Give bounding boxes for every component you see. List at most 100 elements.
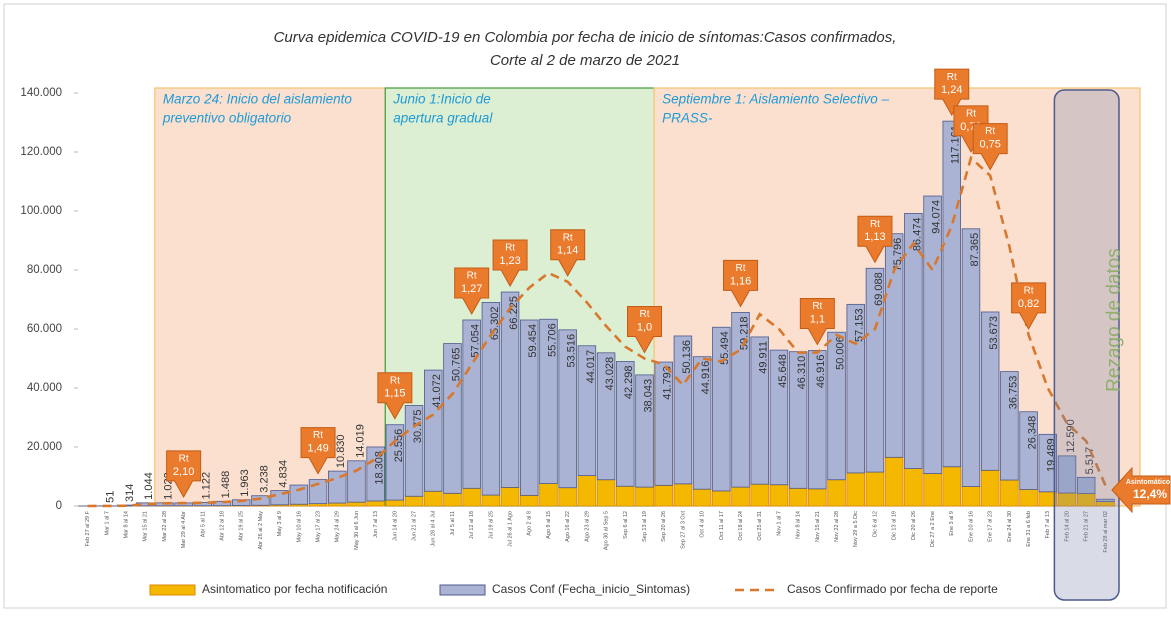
bar-value-label: 41.072: [431, 374, 443, 408]
bar-value-label: 59.454: [527, 324, 539, 358]
x-tick-label: Dic 20 al 26: [911, 511, 917, 540]
y-tick-label: 40.000: [27, 382, 62, 394]
bar-segment: [943, 121, 961, 467]
bar-value-label: 1.122: [201, 472, 213, 500]
x-tick-label: Mar 1 al 7: [104, 511, 110, 535]
x-tick-label: Abr 19 al 25: [239, 511, 245, 541]
bar-segment: [962, 229, 980, 487]
x-tick-label: Oct 18 al 24: [738, 511, 744, 541]
lag-label: Rezago de datos: [1104, 248, 1125, 392]
bar-segment: [712, 491, 730, 506]
bar-value-label: 10.830: [335, 434, 347, 468]
chart-subtitle: Corte al 2 de marzo de 2021: [490, 52, 680, 69]
bar-segment: [905, 469, 923, 506]
x-tick-label: Dic 27 a 2 Ene: [930, 511, 936, 547]
rt-value: 1,14: [557, 245, 578, 257]
phase-label: Septiembre 1: Aislamiento Selectivo –: [662, 92, 889, 107]
rt-label: Rt: [736, 263, 746, 274]
x-tick-label: Jul 12 al 18: [469, 511, 475, 539]
x-tick-label: Feb 7 al 13: [1045, 511, 1051, 539]
x-tick-label: Oct 4 al 10: [700, 511, 706, 538]
bar-value-label: 38.043: [642, 379, 654, 413]
x-tick-label: Abr 5 al 11: [200, 511, 206, 537]
x-tick-label: Ene 31 a 6 feb: [1026, 511, 1032, 547]
phase-region: [155, 88, 385, 506]
bar-value-label: 44.916: [700, 361, 712, 395]
x-tick-label: Mar 15 al 21: [143, 511, 149, 542]
x-tick-label: Ene 24 al 30: [1007, 511, 1013, 542]
bar-segment: [367, 501, 385, 506]
bar-segment: [962, 487, 980, 506]
bar-value-label: 14.019: [354, 424, 366, 458]
y-tick-label: 80.000: [27, 264, 62, 276]
x-tick-label: Jun 14 al 20: [392, 511, 398, 541]
rt-value: 1,24: [941, 84, 962, 96]
x-tick-label: May 3 al 9: [277, 511, 283, 536]
x-tick-label: May 30 al 6 Jun: [354, 511, 360, 550]
bar-segment: [482, 495, 500, 506]
x-tick-label: Oct 11 al 17: [719, 511, 725, 540]
x-tick-label: Jul 5 al 11: [450, 511, 456, 536]
legend-label: Asintomatico por fecha notificación: [202, 582, 387, 596]
bar-segment: [943, 467, 961, 506]
x-tick-label: Jun 7 al 13: [373, 511, 379, 538]
x-tick-label: Ago 30 al Sep 5: [604, 511, 610, 550]
bar-segment: [386, 500, 404, 506]
bar-segment: [924, 474, 942, 506]
rt-label: Rt: [812, 301, 822, 312]
bar-segment: [424, 491, 442, 506]
phase-label: Marzo 24: Inicio del aislamiento: [163, 92, 353, 107]
rt-label: Rt: [563, 232, 573, 243]
bar-value-label: 46.310: [796, 356, 808, 390]
rt-label: Rt: [947, 72, 957, 83]
y-tick-label: 0: [56, 500, 62, 512]
phase-label: apertura gradual: [393, 111, 493, 126]
bar-segment: [674, 484, 692, 506]
x-tick-label: Nov 8 al 14: [796, 511, 802, 539]
rt-label: Rt: [313, 430, 323, 441]
y-tick-label: 20.000: [27, 441, 62, 453]
bar-value-label: 50.136: [681, 340, 693, 374]
bar-segment: [348, 502, 366, 506]
x-tick-label: Nov 1 al 7: [776, 511, 782, 536]
bar-value-label: 45.648: [777, 354, 789, 388]
rt-value: 1,1: [810, 313, 825, 325]
x-tick-label: Jun 21 al 27: [412, 511, 418, 541]
y-tick-label: 100.000: [20, 205, 62, 217]
bar-value-label: 44.017: [585, 350, 597, 384]
phase-label: Junio 1:Inicio de: [392, 92, 491, 107]
bar-value-label: 3.238: [258, 465, 270, 493]
rt-value: 0,82: [1018, 298, 1039, 310]
bar-value-label: 87.365: [969, 233, 981, 267]
rt-value: 1,13: [864, 231, 885, 243]
rt-label: Rt: [179, 454, 189, 465]
x-tick-label: Oct 25 al 31: [757, 511, 763, 541]
asymptomatic-value: 12,4%: [1133, 487, 1167, 501]
y-tick-label: 120.000: [20, 146, 62, 158]
bar-segment: [597, 480, 615, 506]
bar-value-label: 314: [124, 484, 136, 502]
y-tick-label: 60.000: [27, 323, 62, 335]
bar-segment: [809, 489, 827, 506]
bar-segment: [348, 461, 366, 502]
legend-label: Casos Confirmado por fecha de reporte: [787, 582, 998, 596]
bar-segment: [885, 457, 903, 506]
legend-swatch: [150, 585, 195, 595]
x-tick-label: Mar 29 al 4 Abr: [181, 511, 187, 548]
bar-segment: [847, 473, 865, 506]
x-tick-label: Sep 6 al 12: [623, 511, 629, 539]
rt-value: 1,16: [730, 275, 751, 287]
x-tick-label: Sep 13 al 19: [642, 511, 648, 542]
rt-label: Rt: [985, 126, 995, 137]
bar-segment: [444, 493, 462, 506]
bar-value-label: 36.753: [1007, 376, 1019, 410]
bar-segment: [732, 487, 750, 506]
x-tick-label: Jul 26 al 1 Ago: [508, 511, 514, 547]
bar-segment: [924, 196, 942, 474]
x-tick-label: Nov 15 al 21: [815, 511, 821, 542]
bar-segment: [616, 486, 634, 506]
legend-swatch: [440, 585, 485, 595]
bar-segment: [770, 485, 788, 506]
bar-segment: [540, 484, 558, 506]
